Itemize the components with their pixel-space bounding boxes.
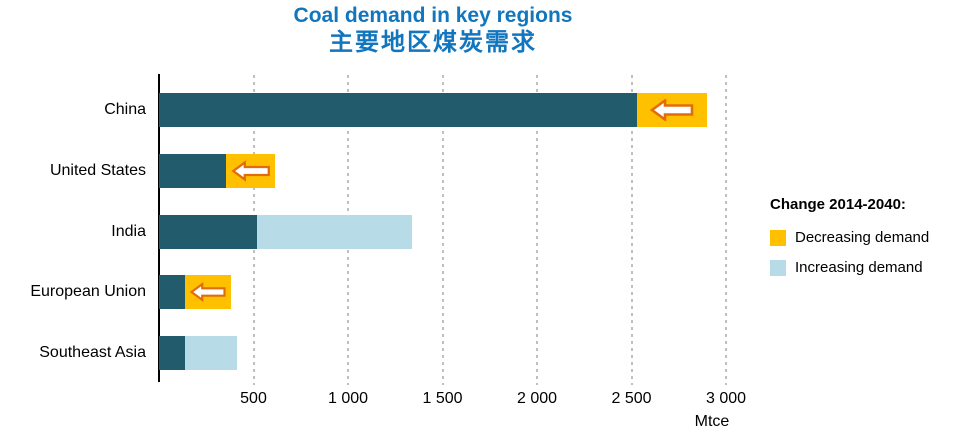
category-label: India (111, 222, 146, 240)
x-tick-label: 500 (240, 390, 267, 407)
bar-base-segment (159, 275, 185, 310)
legend-item-increasing: Increasing demand (770, 259, 955, 276)
x-tick-label: 3 000 (705, 390, 747, 407)
x-tick-label: 2 000 (516, 390, 558, 407)
bar-change-segment-increasing (185, 336, 238, 371)
chart-title: Coal demand in key regions (293, 4, 573, 27)
x-axis-unit-label: Mtce (694, 413, 730, 430)
category-label: United States (49, 161, 146, 179)
x-tick-label: 1 500 (422, 390, 463, 407)
bar-base-segment (159, 93, 638, 127)
bar-base-segment (159, 214, 258, 249)
left-arrow-icon (231, 160, 270, 182)
legend-item-label: Decreasing demand (795, 229, 930, 246)
gridline (441, 75, 444, 385)
category-label: China (104, 101, 146, 118)
left-arrow-icon (649, 99, 694, 121)
bar-change-segment-decreasing (226, 153, 276, 188)
bar-base-segment (159, 153, 227, 188)
gridline (630, 75, 633, 385)
x-tick-label: 2 500 (611, 390, 652, 407)
bar-change-segment-increasing (257, 214, 413, 249)
category-label: Southeast Asia (39, 344, 146, 362)
decreasing-demand-swatch (770, 229, 786, 246)
bar-base-segment (159, 336, 186, 371)
bar-change-segment-decreasing (184, 275, 231, 310)
legend: Change 2014-2040: Decreasing demand Incr… (770, 196, 955, 289)
gridline (725, 75, 727, 385)
x-tick-label: 1 000 (327, 390, 369, 407)
chart-subtitle-chinese: 主要地区煤炭需求 (329, 29, 537, 57)
legend-item-decreasing: Decreasing demand (770, 229, 955, 246)
gridline (536, 75, 538, 385)
category-label: European Union (30, 283, 146, 301)
bar-change-segment-decreasing (637, 93, 708, 127)
title-block: Coal demand in key regions 主要地区煤炭需求 (0, 4, 866, 57)
legend-item-label: Increasing demand (795, 259, 923, 276)
increasing-demand-swatch (770, 259, 786, 276)
left-arrow-icon (189, 282, 226, 303)
legend-title: Change 2014-2040: (770, 196, 906, 213)
